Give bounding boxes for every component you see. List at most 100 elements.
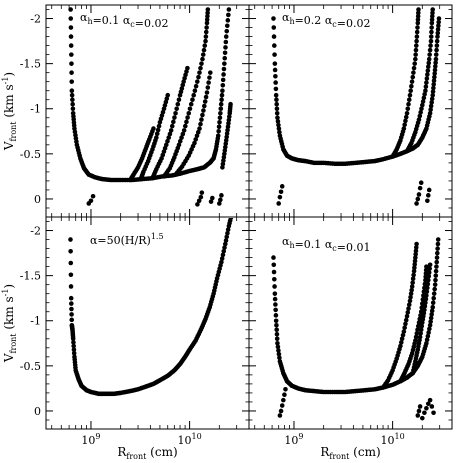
data-point (168, 128, 174, 133)
data-point (401, 329, 407, 334)
data-point (68, 34, 74, 39)
data-point (409, 79, 415, 84)
data-point (435, 237, 441, 242)
data-point (205, 10, 210, 16)
data-point (412, 265, 417, 271)
data-point (277, 194, 283, 200)
data-point (272, 67, 278, 73)
data-point (413, 248, 419, 254)
data-point (412, 262, 418, 267)
data-point (418, 180, 424, 186)
x-tick-label: 1010 (381, 432, 405, 447)
data-point (405, 310, 411, 315)
data-point (217, 119, 222, 125)
data-point (276, 126, 282, 131)
data-point (273, 73, 278, 79)
data-point (418, 327, 424, 333)
data-point (224, 23, 230, 29)
data-point (205, 13, 210, 19)
data-point (225, 127, 230, 133)
data-point (202, 103, 207, 109)
data-point (413, 245, 419, 250)
data-point (435, 250, 440, 256)
data-point (220, 165, 225, 170)
data-point (218, 101, 224, 107)
data-point (220, 252, 226, 258)
data-point (432, 67, 438, 73)
data-point (221, 72, 226, 77)
y-tick-label: -2 (30, 225, 41, 238)
data-point (428, 43, 433, 48)
data-point (222, 50, 228, 56)
data-point (200, 56, 205, 62)
data-point (271, 255, 276, 260)
x-axis-label: Rfront (cm) (320, 445, 380, 461)
data-point (275, 344, 281, 350)
x-axis-label: Rfront (cm) (117, 445, 177, 461)
data-point (425, 277, 431, 283)
data-point (222, 55, 228, 61)
data-point (218, 197, 223, 203)
data-point (283, 387, 288, 392)
data-point (205, 85, 211, 90)
data-point (194, 79, 200, 84)
data-point (413, 52, 418, 57)
panel-label: αh=0.1 αc=0.02 (80, 11, 168, 30)
data-point (223, 39, 229, 45)
data-point (272, 43, 277, 48)
data-point (415, 327, 420, 333)
y-tick-label: -1 (30, 315, 41, 328)
data-point (181, 128, 187, 133)
data-point (224, 131, 230, 136)
data-point (422, 92, 427, 97)
data-points (68, 7, 233, 207)
data-point (185, 115, 190, 120)
data-point (434, 255, 440, 260)
data-point (198, 121, 203, 127)
data-point (424, 337, 430, 342)
data-point (221, 248, 227, 254)
data-point (278, 189, 284, 195)
data-point (274, 327, 279, 333)
y-tick-label: -0.5 (20, 360, 41, 373)
data-point (199, 190, 205, 195)
data-point (68, 248, 73, 254)
data-point (414, 29, 420, 35)
data-point (71, 347, 77, 352)
data-point (204, 25, 209, 30)
data-point (223, 45, 228, 50)
data-point (218, 110, 223, 116)
data-point (400, 332, 406, 338)
data-point (429, 20, 435, 26)
data-point (428, 107, 433, 112)
data-point (188, 101, 194, 107)
data-point (420, 415, 425, 421)
data-point (204, 20, 210, 26)
data-point (427, 266, 432, 271)
data-point (406, 302, 412, 308)
data-point (431, 291, 437, 296)
data-point (425, 285, 430, 291)
data-point (413, 47, 419, 53)
data-point (430, 89, 436, 94)
data-point (415, 25, 420, 30)
data-point (413, 43, 419, 48)
data-point (277, 413, 283, 418)
y-tick-label: -1 (30, 103, 41, 116)
data-point (204, 90, 210, 95)
data-point (202, 43, 208, 48)
data-point (406, 101, 411, 107)
data-point (426, 330, 431, 335)
data-point (409, 83, 414, 89)
data-point (276, 351, 282, 357)
data-point (401, 126, 407, 131)
data-point (413, 251, 418, 257)
data-point (223, 238, 229, 243)
data-point (69, 52, 74, 57)
data-point (70, 97, 75, 103)
data-point (410, 74, 416, 80)
data-point (415, 323, 421, 329)
data-point (194, 133, 200, 139)
data-point (428, 319, 433, 324)
data-point (271, 262, 277, 268)
